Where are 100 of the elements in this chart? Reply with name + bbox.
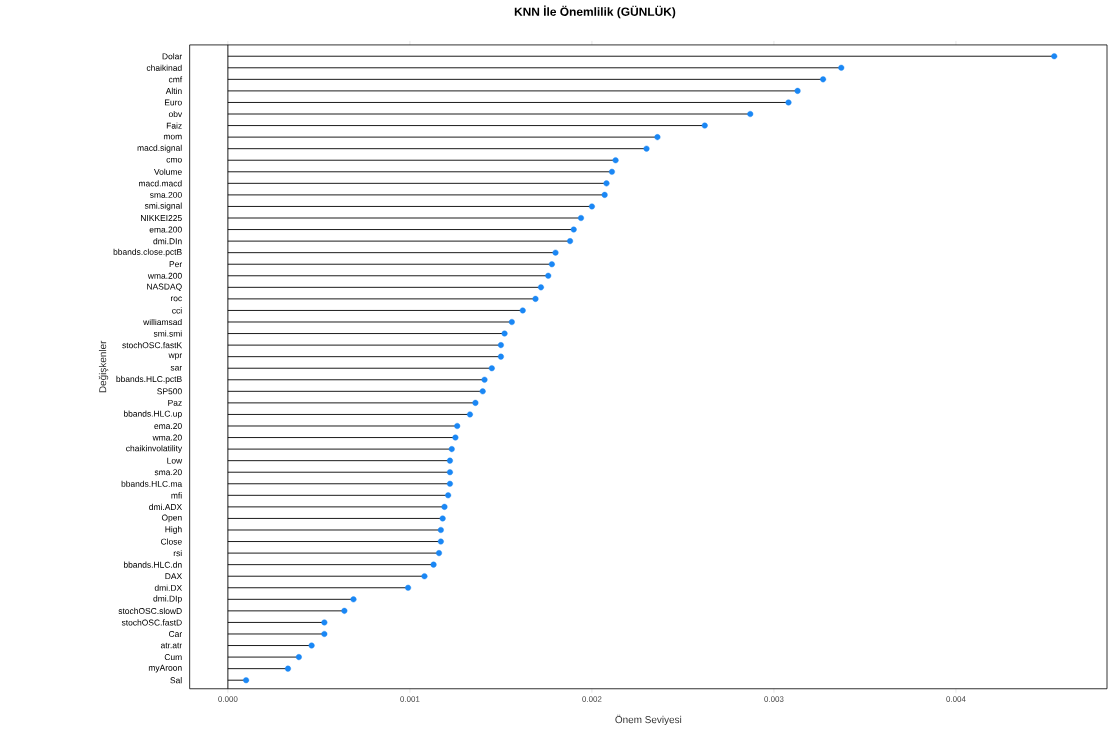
y-tick-label: Car [168, 631, 183, 638]
y-tick-label: stochOSC.fastK [122, 342, 183, 349]
point [481, 376, 488, 383]
y-tick-label: Open [161, 514, 182, 523]
y-tick-label: mfi [171, 492, 182, 499]
point [448, 446, 455, 453]
y-tick-label: Close [160, 538, 182, 545]
point [430, 561, 437, 568]
point [612, 157, 619, 164]
y-tick-label: High [165, 526, 182, 535]
y-axis-title: Değişkenler [98, 340, 109, 393]
point [794, 88, 801, 95]
point [552, 249, 559, 256]
point [437, 538, 444, 545]
y-tick-label: Sal [170, 677, 182, 684]
y-tick-label: Per [169, 261, 183, 268]
point [570, 226, 577, 233]
point [454, 423, 461, 430]
y-tick-label: wpr [168, 353, 183, 360]
y-tick-label: rsi [173, 550, 182, 557]
point [421, 573, 428, 580]
x-axis-title: Önem Seviyesi [615, 714, 682, 726]
y-tick-label: DAX [165, 573, 182, 580]
point [479, 388, 486, 395]
chart-title: KNN İle Önemlilik (GÜNLÜK) [514, 5, 676, 19]
point [350, 596, 357, 603]
y-tick-label: williamsad [143, 319, 182, 326]
point [1051, 53, 1058, 60]
y-tick-label: smi.smi [153, 330, 182, 337]
y-tick-label: myAroon [148, 665, 182, 673]
point [508, 319, 515, 326]
y-tick-label: chaikinad [146, 64, 182, 72]
y-tick-label: stochOSC.fastD [121, 619, 182, 626]
y-tick-label: smi.signal [144, 202, 182, 211]
point [532, 296, 539, 303]
y-tick-label: Altin [165, 87, 182, 95]
y-tick-label: Faiz [166, 122, 182, 129]
point [701, 122, 708, 129]
point [537, 284, 544, 291]
y-tick-label: Euro [164, 99, 182, 106]
point [519, 307, 526, 314]
y-tick-label: cmf [168, 76, 183, 83]
point [820, 76, 827, 83]
point [838, 64, 845, 71]
y-tick-label: bbands.HLC.dn [123, 561, 182, 568]
point [608, 168, 615, 175]
point [601, 192, 608, 199]
y-tick-label: ema.200 [149, 226, 182, 233]
y-tick-label: sma.20 [154, 469, 182, 476]
y-tick-label: sma.200 [149, 192, 182, 199]
y-tick-label: bbands.close.pctB [113, 248, 182, 257]
y-tick-label: NASDAQ [147, 283, 182, 292]
y-tick-label: Low [167, 457, 183, 464]
point [295, 654, 302, 661]
point [439, 515, 446, 522]
y-tick-label: cci [172, 307, 182, 314]
y-tick-label: obv [168, 111, 183, 118]
point [436, 550, 443, 557]
y-tick-label: SP500 [157, 388, 182, 395]
point [603, 180, 610, 187]
y-tick-label: Dolar [162, 53, 182, 60]
point [452, 434, 459, 441]
point [321, 619, 328, 626]
point [446, 469, 453, 476]
point [578, 215, 584, 222]
point [654, 134, 661, 141]
point [785, 99, 792, 106]
point [446, 457, 453, 464]
point [567, 238, 574, 245]
point [545, 272, 552, 279]
y-tick-label: ema.20 [154, 423, 182, 430]
point [472, 400, 479, 407]
point [341, 608, 348, 615]
point [466, 411, 473, 418]
y-tick-label: Volume [153, 168, 182, 176]
y-tick-label: wma.20 [152, 434, 182, 441]
point [488, 365, 495, 372]
point [308, 642, 315, 649]
y-tick-label: dmi.DIn [153, 238, 182, 245]
point [437, 527, 444, 534]
y-tick-label: bbands.HLC.pctB [116, 376, 182, 384]
y-tick-label: dmi.DIp [153, 595, 182, 604]
point [405, 584, 412, 591]
y-tick-label: cmo [166, 158, 182, 163]
y-tick-label: dmi.DX [154, 584, 182, 592]
point [747, 111, 754, 118]
point [441, 504, 448, 511]
point [243, 677, 250, 684]
y-tick-label: macd.signal [137, 144, 182, 153]
y-tick-label: NIKKEI225 [141, 215, 182, 222]
point [446, 480, 453, 487]
point [548, 261, 555, 268]
point [643, 145, 650, 152]
point [497, 342, 504, 349]
point [497, 353, 504, 360]
y-tick-label: roc [170, 296, 182, 302]
y-tick-label: stochOSC.slowD [118, 607, 182, 615]
y-tick-label: sar [170, 366, 183, 371]
y-tick-label: wma.200 [147, 272, 182, 279]
point [321, 631, 328, 638]
